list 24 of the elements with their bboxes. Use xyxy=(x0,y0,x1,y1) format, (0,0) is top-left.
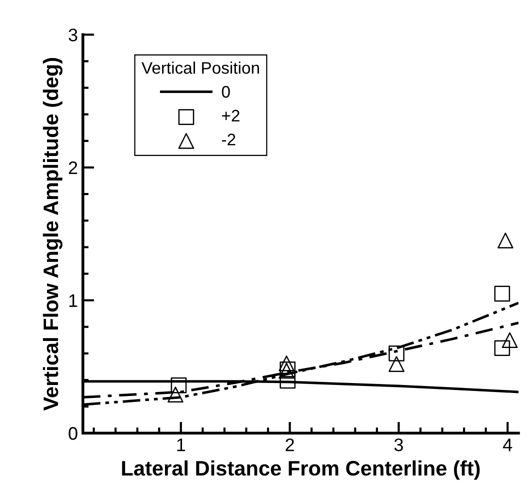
legend-label: 0 xyxy=(222,86,230,98)
y-axis-title: Vertical Flow Angle Amplitude (deg) xyxy=(42,58,62,411)
y-tick-label: 2 xyxy=(68,161,78,174)
point xyxy=(170,377,187,394)
point xyxy=(168,386,184,403)
legend-label: +2 xyxy=(222,110,240,122)
legend-title: Vertical Position xyxy=(142,62,259,74)
point xyxy=(498,232,514,248)
x-axis-title: Lateral Distance From Centerline (ft) xyxy=(122,460,480,480)
y-tick-label: 0 xyxy=(68,427,78,440)
y-tick-label: 1 xyxy=(69,294,78,307)
x-tick-label: 4 xyxy=(503,438,512,452)
x-tick-label: 3 xyxy=(394,438,403,452)
legend-label: -2 xyxy=(222,134,236,146)
point xyxy=(494,340,510,356)
x-tick-label: 1 xyxy=(177,438,186,452)
point xyxy=(388,356,404,372)
y-tick-label: 3 xyxy=(68,28,78,42)
point xyxy=(388,346,404,362)
point xyxy=(494,286,510,302)
x-tick-label: 2 xyxy=(286,438,294,452)
point xyxy=(502,332,518,348)
point xyxy=(278,355,294,372)
point xyxy=(280,372,296,389)
